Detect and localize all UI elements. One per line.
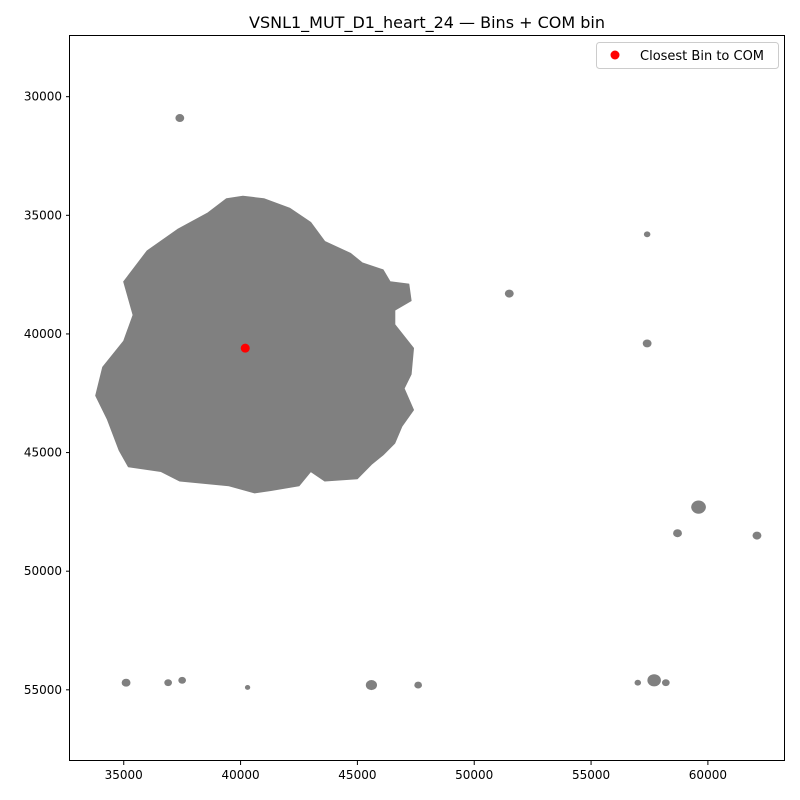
bin-cluster-7: [121, 678, 131, 687]
bin-cluster-6: [752, 531, 762, 540]
plot-area: [95, 114, 762, 691]
bin-cluster-4: [691, 500, 706, 514]
y-axis: 30000 35000 40000 45000 50000 55000: [24, 90, 70, 697]
x-axis: 35000 40000 45000 50000 55000 60000: [105, 761, 727, 782]
y-tick-label: 45000: [24, 446, 62, 460]
y-tick-label: 35000: [24, 208, 62, 222]
y-tick-label: 50000: [24, 564, 62, 578]
bin-cluster-11: [365, 680, 378, 691]
x-tick-label: 50000: [455, 768, 493, 782]
legend-box: [596, 42, 779, 69]
bin-cluster-0: [175, 114, 185, 123]
legend-marker-com: [610, 50, 620, 60]
x-tick-label: 35000: [105, 768, 143, 782]
bin-cluster-3: [642, 339, 652, 348]
bin-cluster-14: [647, 674, 661, 687]
x-tick-label: 40000: [221, 768, 259, 782]
y-tick-label: 40000: [24, 327, 62, 341]
bin-cluster-15: [661, 679, 670, 687]
bin-cluster-13: [634, 679, 642, 686]
y-tick-label: 55000: [24, 683, 62, 697]
bin-cluster-12: [414, 681, 422, 689]
bin-cluster-10: [244, 685, 251, 690]
bin-cluster-5: [673, 529, 682, 538]
x-tick-label: 45000: [338, 768, 376, 782]
bin-cluster-8: [164, 679, 172, 687]
bins-main-region: [95, 195, 414, 494]
plot-frame: [69, 35, 785, 761]
legend-label-com: Closest Bin to COM: [640, 49, 764, 64]
legend: Closest Bin to COM: [596, 42, 779, 69]
chart-title: VSNL1_MUT_D1_heart_24 — Bins + COM bin: [249, 13, 605, 33]
bin-cluster-9: [178, 676, 186, 684]
bin-cluster-1: [643, 231, 651, 238]
x-tick-label: 60000: [689, 768, 727, 782]
y-tick-label: 30000: [24, 90, 62, 104]
x-tick-label: 55000: [572, 768, 610, 782]
bin-cluster-2: [504, 289, 514, 298]
com-point: [240, 343, 250, 353]
